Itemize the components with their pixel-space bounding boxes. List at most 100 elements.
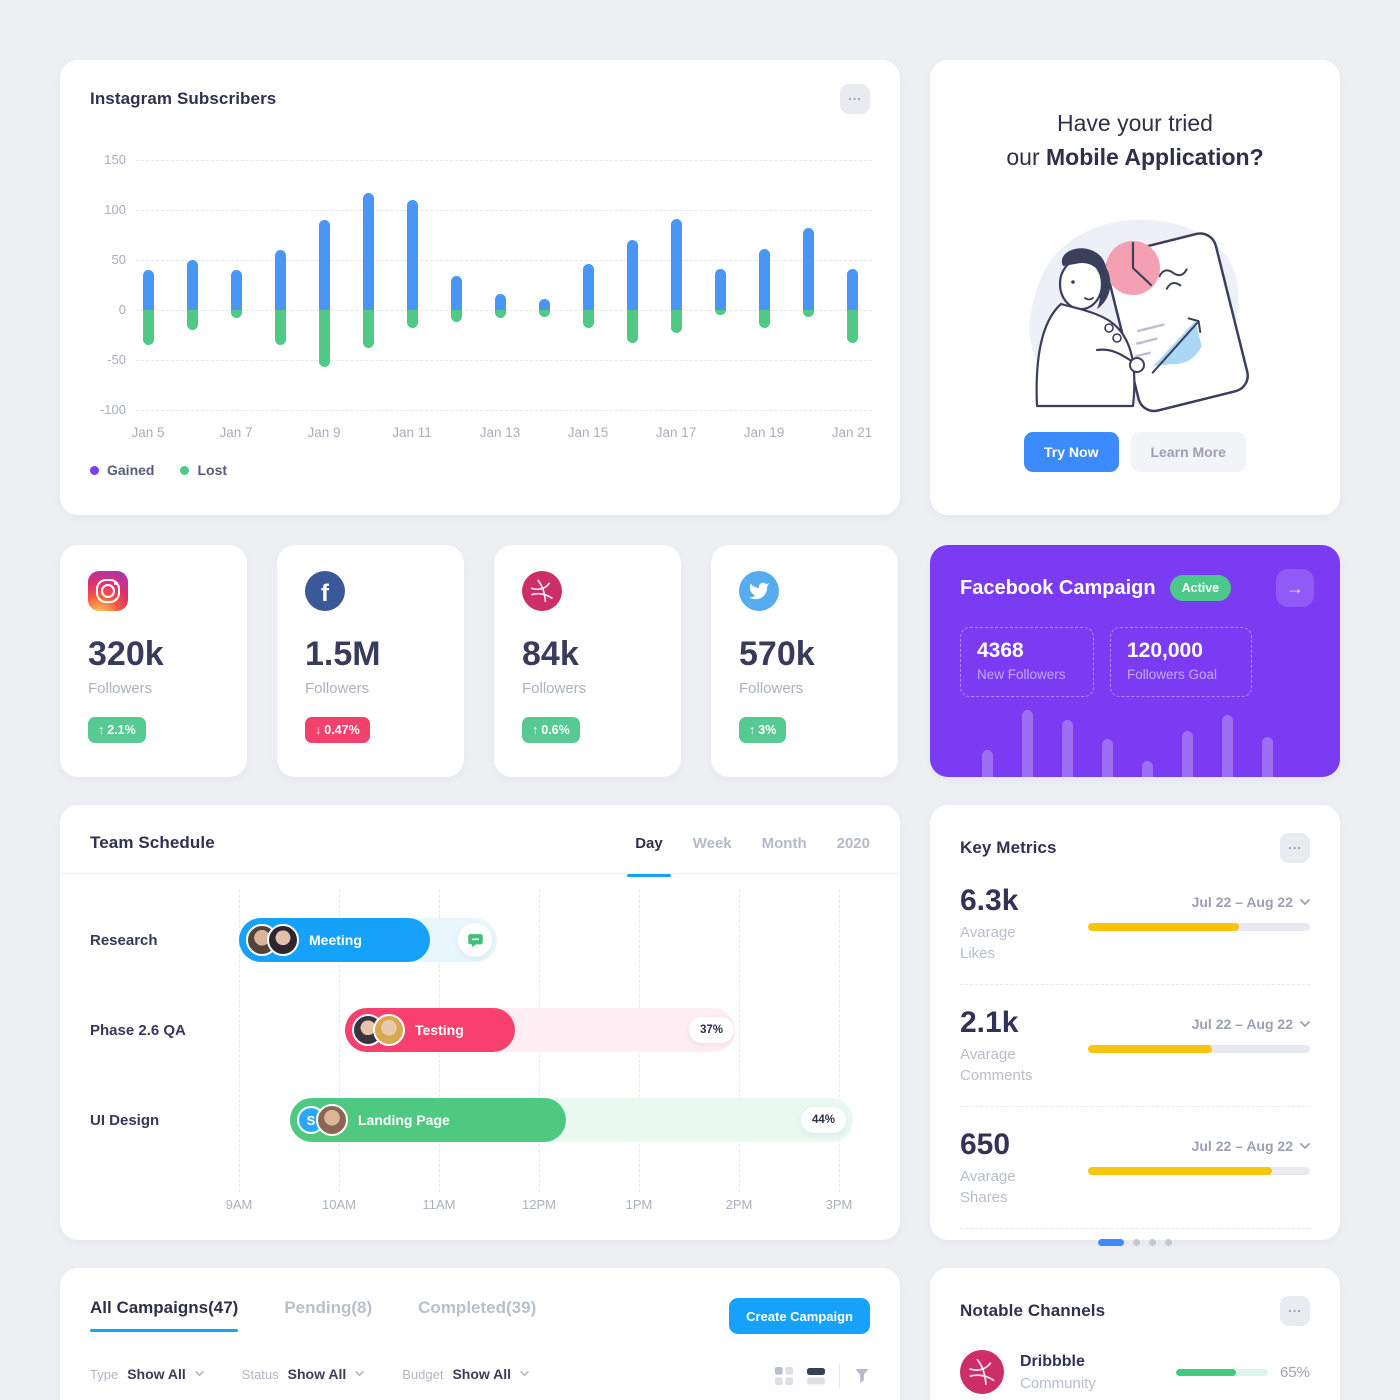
metric-label-line2: Likes	[960, 945, 996, 962]
avatar	[267, 924, 299, 956]
tab-year[interactable]: 2020	[836, 834, 870, 852]
date-range-value: Jul 22 – Aug 22	[1191, 1016, 1293, 1032]
chart-bar-lost	[714, 310, 726, 315]
chart-bar-lost	[186, 310, 198, 330]
metric-left: 650 Avarage Shares	[960, 1128, 1088, 1208]
chart-bar-gained	[582, 264, 594, 310]
legend-item-gained: Gained	[90, 462, 154, 478]
list-view-icon[interactable]	[807, 1367, 825, 1385]
schedule-grid: 9AM 10AM 11AM 12PM 1PM 2PM 3PM	[60, 805, 900, 1240]
learn-more-button[interactable]: Learn More	[1130, 432, 1246, 472]
stat-label: New Followers	[977, 667, 1066, 682]
pagination-dot[interactable]	[1149, 1239, 1156, 1246]
notable-channels-card: Notable Channels ... Dribbble Community …	[930, 1268, 1340, 1400]
tab-pending[interactable]: Pending(8)	[284, 1298, 373, 1317]
create-campaign-button[interactable]: Create Campaign	[729, 1298, 870, 1334]
card-title: Team Schedule	[90, 833, 215, 852]
chart-bar-lost	[802, 310, 814, 317]
pagination-dot[interactable]	[1165, 1239, 1172, 1246]
promo-heading-prefix: our	[1006, 144, 1046, 170]
date-range-select[interactable]: Jul 22 – Aug 22	[1088, 894, 1310, 910]
promo-heading-bold: Mobile Application?	[1046, 144, 1264, 170]
chart-bar-gained	[626, 240, 638, 310]
tab-completed[interactable]: Completed(39)	[418, 1298, 537, 1317]
open-campaign-button[interactable]: →	[1276, 569, 1314, 607]
chevron-down-icon	[195, 1371, 204, 1377]
metric-avg-likes: 6.3k Avarage Likes Jul 22 – Aug 22	[960, 863, 1310, 985]
card-title: Instagram Subscribers	[90, 89, 277, 108]
chart-bar-gained	[230, 270, 242, 310]
x-axis-tick: Jan 7	[219, 425, 253, 440]
lost-dot-icon	[180, 465, 190, 475]
chart-bar-gained	[670, 219, 682, 310]
dribbble-stat-card: 84k Followers ↑ 0.6%	[494, 545, 681, 777]
tab-week[interactable]: Week	[692, 834, 732, 852]
chart-bar-gained	[494, 294, 506, 310]
chart-bar-lost	[494, 310, 506, 318]
campaigns-card: All Campaigns(47) Pending(8) Completed(3…	[60, 1268, 900, 1400]
date-range-select[interactable]: Jul 22 – Aug 22	[1088, 1016, 1310, 1032]
chart-bar-lost	[670, 310, 682, 333]
task-label: Testing	[415, 1022, 464, 1038]
timeline-gridline	[339, 890, 340, 1192]
date-range-value: Jul 22 – Aug 22	[1191, 894, 1293, 910]
chart-bar-gained	[758, 249, 770, 310]
avatar	[316, 1104, 348, 1136]
chart-bar-gained	[450, 276, 462, 310]
chart-bar-lost	[142, 310, 154, 345]
comment-button[interactable]	[458, 923, 492, 957]
metric-value: 650	[960, 1128, 1011, 1161]
filter-value: Show All	[127, 1366, 186, 1382]
status-badge: Active	[1169, 575, 1232, 601]
stat-value: 4368	[977, 639, 1024, 662]
grid-view-icon[interactable]	[775, 1367, 793, 1385]
pagination-dot-active[interactable]	[1098, 1239, 1124, 1246]
chart-gridline	[136, 410, 872, 411]
followers-value: 1.5M	[305, 635, 381, 673]
metric-value: 2.1k	[960, 1006, 1019, 1039]
channel-name: Dribbble	[1020, 1352, 1085, 1370]
pagination-dot[interactable]	[1133, 1239, 1140, 1246]
filters: Type Show All Status Show All Budget Sho…	[90, 1366, 529, 1382]
chart-bar-gained	[318, 220, 330, 310]
arrow-up-icon: ↑	[749, 723, 756, 737]
filter-name: Budget	[402, 1366, 444, 1382]
try-now-button[interactable]: Try Now	[1024, 432, 1119, 472]
tab-all-campaigns[interactable]: All Campaigns(47)	[90, 1298, 239, 1332]
task-pill-meeting[interactable]: Meeting	[239, 918, 430, 962]
task-pill-landing-page[interactable]: S Landing Page	[290, 1098, 566, 1142]
mini-chart-bar	[1262, 737, 1273, 777]
more-options-button[interactable]: ...	[1280, 833, 1310, 863]
avatar	[373, 1014, 405, 1046]
change-badge: ↑ 2.1%	[88, 717, 146, 743]
progress-track	[1088, 923, 1310, 931]
followers-label: Followers	[739, 680, 804, 697]
team-schedule-card: Team Schedule Day Week Month 2020 9AM 10A…	[60, 805, 900, 1240]
subscribers-bar-chart: 150 100 50 0 -50 -100 Jan 5 Jan 7 Jan 9 Jan 11 Jan…	[60, 60, 900, 515]
budget-filter[interactable]: Budget Show All	[402, 1366, 529, 1382]
type-filter[interactable]: Type Show All	[90, 1366, 204, 1382]
progress-value: 37%	[689, 1017, 735, 1043]
mobile-app-illustration	[1029, 219, 1249, 413]
progress-track	[1088, 1045, 1310, 1053]
timeline-gridline	[739, 890, 740, 1192]
chart-gridline	[136, 210, 872, 211]
metric-left: 6.3k Avarage Likes	[960, 884, 1088, 964]
progress-fill	[1088, 923, 1239, 931]
change-value: 2.1%	[107, 723, 136, 737]
x-axis-tick: Jan 17	[655, 425, 697, 440]
stat-value: 120,000	[1127, 639, 1203, 662]
filter-funnel-icon[interactable]	[854, 1368, 870, 1384]
task-pill-testing[interactable]: Testing	[345, 1008, 515, 1052]
status-filter[interactable]: Status Show All	[242, 1366, 364, 1382]
progress-fill	[1175, 1368, 1236, 1376]
mini-chart-bar	[1102, 739, 1113, 777]
more-options-button[interactable]: ...	[840, 84, 870, 114]
tab-day[interactable]: Day	[627, 834, 671, 877]
x-axis-tick: Jan 21	[831, 425, 873, 440]
metric-label-line2: Comments	[960, 1067, 1033, 1084]
tab-month[interactable]: Month	[761, 834, 807, 852]
more-options-button[interactable]: ...	[1280, 1296, 1310, 1326]
date-range-select[interactable]: Jul 22 – Aug 22	[1088, 1138, 1310, 1154]
metric-label-line1: Avarage	[960, 924, 1016, 941]
